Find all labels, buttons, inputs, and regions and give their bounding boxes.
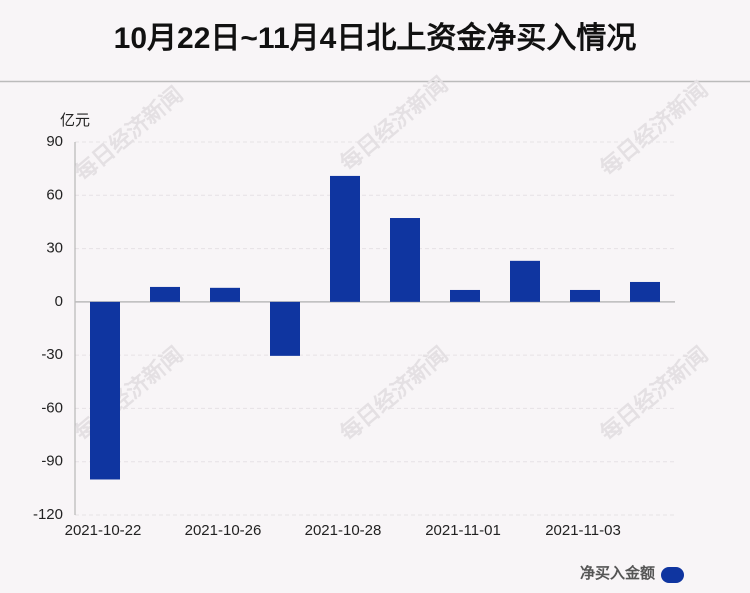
legend-swatch <box>661 567 684 583</box>
bar <box>630 281 660 302</box>
chart-title: 10月22日~11月4日北上资金净买入情况 <box>114 21 637 55</box>
bar <box>330 175 360 302</box>
y-tick-label: 30 <box>46 240 63 257</box>
y-tick-label: 0 <box>55 293 63 310</box>
y-tick-label: 90 <box>46 133 63 150</box>
y-tick-label: -30 <box>41 346 63 363</box>
bar <box>210 287 240 302</box>
y-unit: 亿元 <box>60 112 90 129</box>
x-tick-label: 2021-11-03 <box>545 522 621 539</box>
bar <box>450 289 480 302</box>
bar <box>510 260 540 302</box>
y-tick-label: -60 <box>41 399 63 416</box>
bar <box>90 301 120 480</box>
y-tick-label: -120 <box>33 506 63 523</box>
bar <box>270 301 300 356</box>
x-tick-label: 2021-10-28 <box>305 522 382 539</box>
bar <box>570 289 600 302</box>
x-tick-label: 2021-11-01 <box>425 522 501 539</box>
legend-label: 净买入金额 <box>580 564 655 582</box>
y-tick-label: -90 <box>41 453 63 470</box>
bar <box>150 286 180 302</box>
bar <box>390 218 420 302</box>
y-tick-label: 60 <box>46 186 63 203</box>
x-tick-label: 2021-10-22 <box>65 522 142 539</box>
x-tick-label: 2021-10-26 <box>185 522 262 539</box>
